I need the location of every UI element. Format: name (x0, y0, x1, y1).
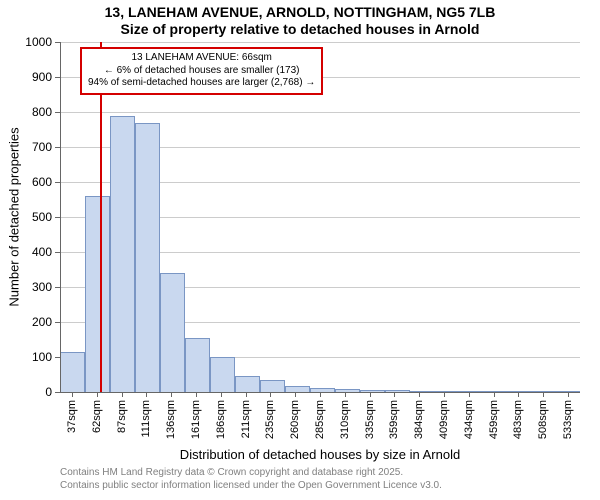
annotation-box: 13 LANEHAM AVENUE: 66sqm← 6% of detached… (80, 47, 323, 95)
title-block: 13, LANEHAM AVENUE, ARNOLD, NOTTINGHAM, … (0, 4, 600, 38)
x-tick-label: 285sqm (314, 400, 326, 450)
x-tick-label: 87sqm (116, 400, 128, 450)
footer-attribution: Contains HM Land Registry data © Crown c… (60, 467, 442, 492)
y-tick-label: 700 (12, 140, 52, 154)
histogram-bar (110, 116, 135, 393)
histogram-bar (135, 123, 160, 393)
y-tick-label: 0 (12, 385, 52, 399)
y-tick-label: 1000 (12, 35, 52, 49)
histogram-bar (210, 357, 235, 392)
x-tick-label: 111sqm (140, 400, 152, 450)
annotation-line: 13 LANEHAM AVENUE: 66sqm (88, 52, 315, 65)
title-line-2: Size of property relative to detached ho… (0, 21, 600, 38)
x-tick-label: 136sqm (165, 400, 177, 450)
x-tick-label: 310sqm (339, 400, 351, 450)
plot-area (60, 42, 580, 392)
y-tick-label: 300 (12, 280, 52, 294)
histogram-bar (235, 376, 260, 392)
x-tick-label: 62sqm (91, 400, 103, 450)
y-tick-label: 200 (12, 315, 52, 329)
histogram-bar (85, 196, 110, 392)
x-tick-label: 459sqm (488, 400, 500, 450)
x-tick-label: 235sqm (264, 400, 276, 450)
property-marker-line (100, 42, 102, 392)
y-tick-label: 100 (12, 350, 52, 364)
x-tick-label: 508sqm (537, 400, 549, 450)
histogram-bar (260, 380, 285, 392)
y-tick-label: 500 (12, 210, 52, 224)
x-tick-label: 161sqm (190, 400, 202, 450)
annotation-line: ← 6% of detached houses are smaller (173… (88, 65, 315, 78)
x-tick-label: 186sqm (215, 400, 227, 450)
x-tick-label: 335sqm (364, 400, 376, 450)
annotation-line: 94% of semi-detached houses are larger (… (88, 77, 315, 90)
x-tick-label: 211sqm (240, 400, 252, 450)
x-tick-label: 483sqm (512, 400, 524, 450)
x-tick-label: 533sqm (562, 400, 574, 450)
left-axis (60, 42, 61, 392)
x-tick-label: 409sqm (438, 400, 450, 450)
y-tick-label: 400 (12, 245, 52, 259)
grid-line (60, 112, 580, 113)
title-line-1: 13, LANEHAM AVENUE, ARNOLD, NOTTINGHAM, … (0, 4, 600, 21)
y-tick-label: 800 (12, 105, 52, 119)
chart-container: 13, LANEHAM AVENUE, ARNOLD, NOTTINGHAM, … (0, 0, 600, 500)
y-tick-label: 600 (12, 175, 52, 189)
y-tick-label: 900 (12, 70, 52, 84)
grid-line (60, 42, 580, 43)
footer-line-2: Contains public sector information licen… (60, 480, 442, 493)
x-tick-label: 384sqm (413, 400, 425, 450)
footer-line-1: Contains HM Land Registry data © Crown c… (60, 467, 442, 480)
x-tick-label: 434sqm (463, 400, 475, 450)
histogram-bar (185, 338, 210, 392)
histogram-bar (60, 352, 85, 392)
x-tick-label: 37sqm (66, 400, 78, 450)
bottom-axis (60, 392, 580, 393)
x-tick-label: 359sqm (388, 400, 400, 450)
x-tick-label: 260sqm (289, 400, 301, 450)
histogram-bar (160, 273, 185, 392)
